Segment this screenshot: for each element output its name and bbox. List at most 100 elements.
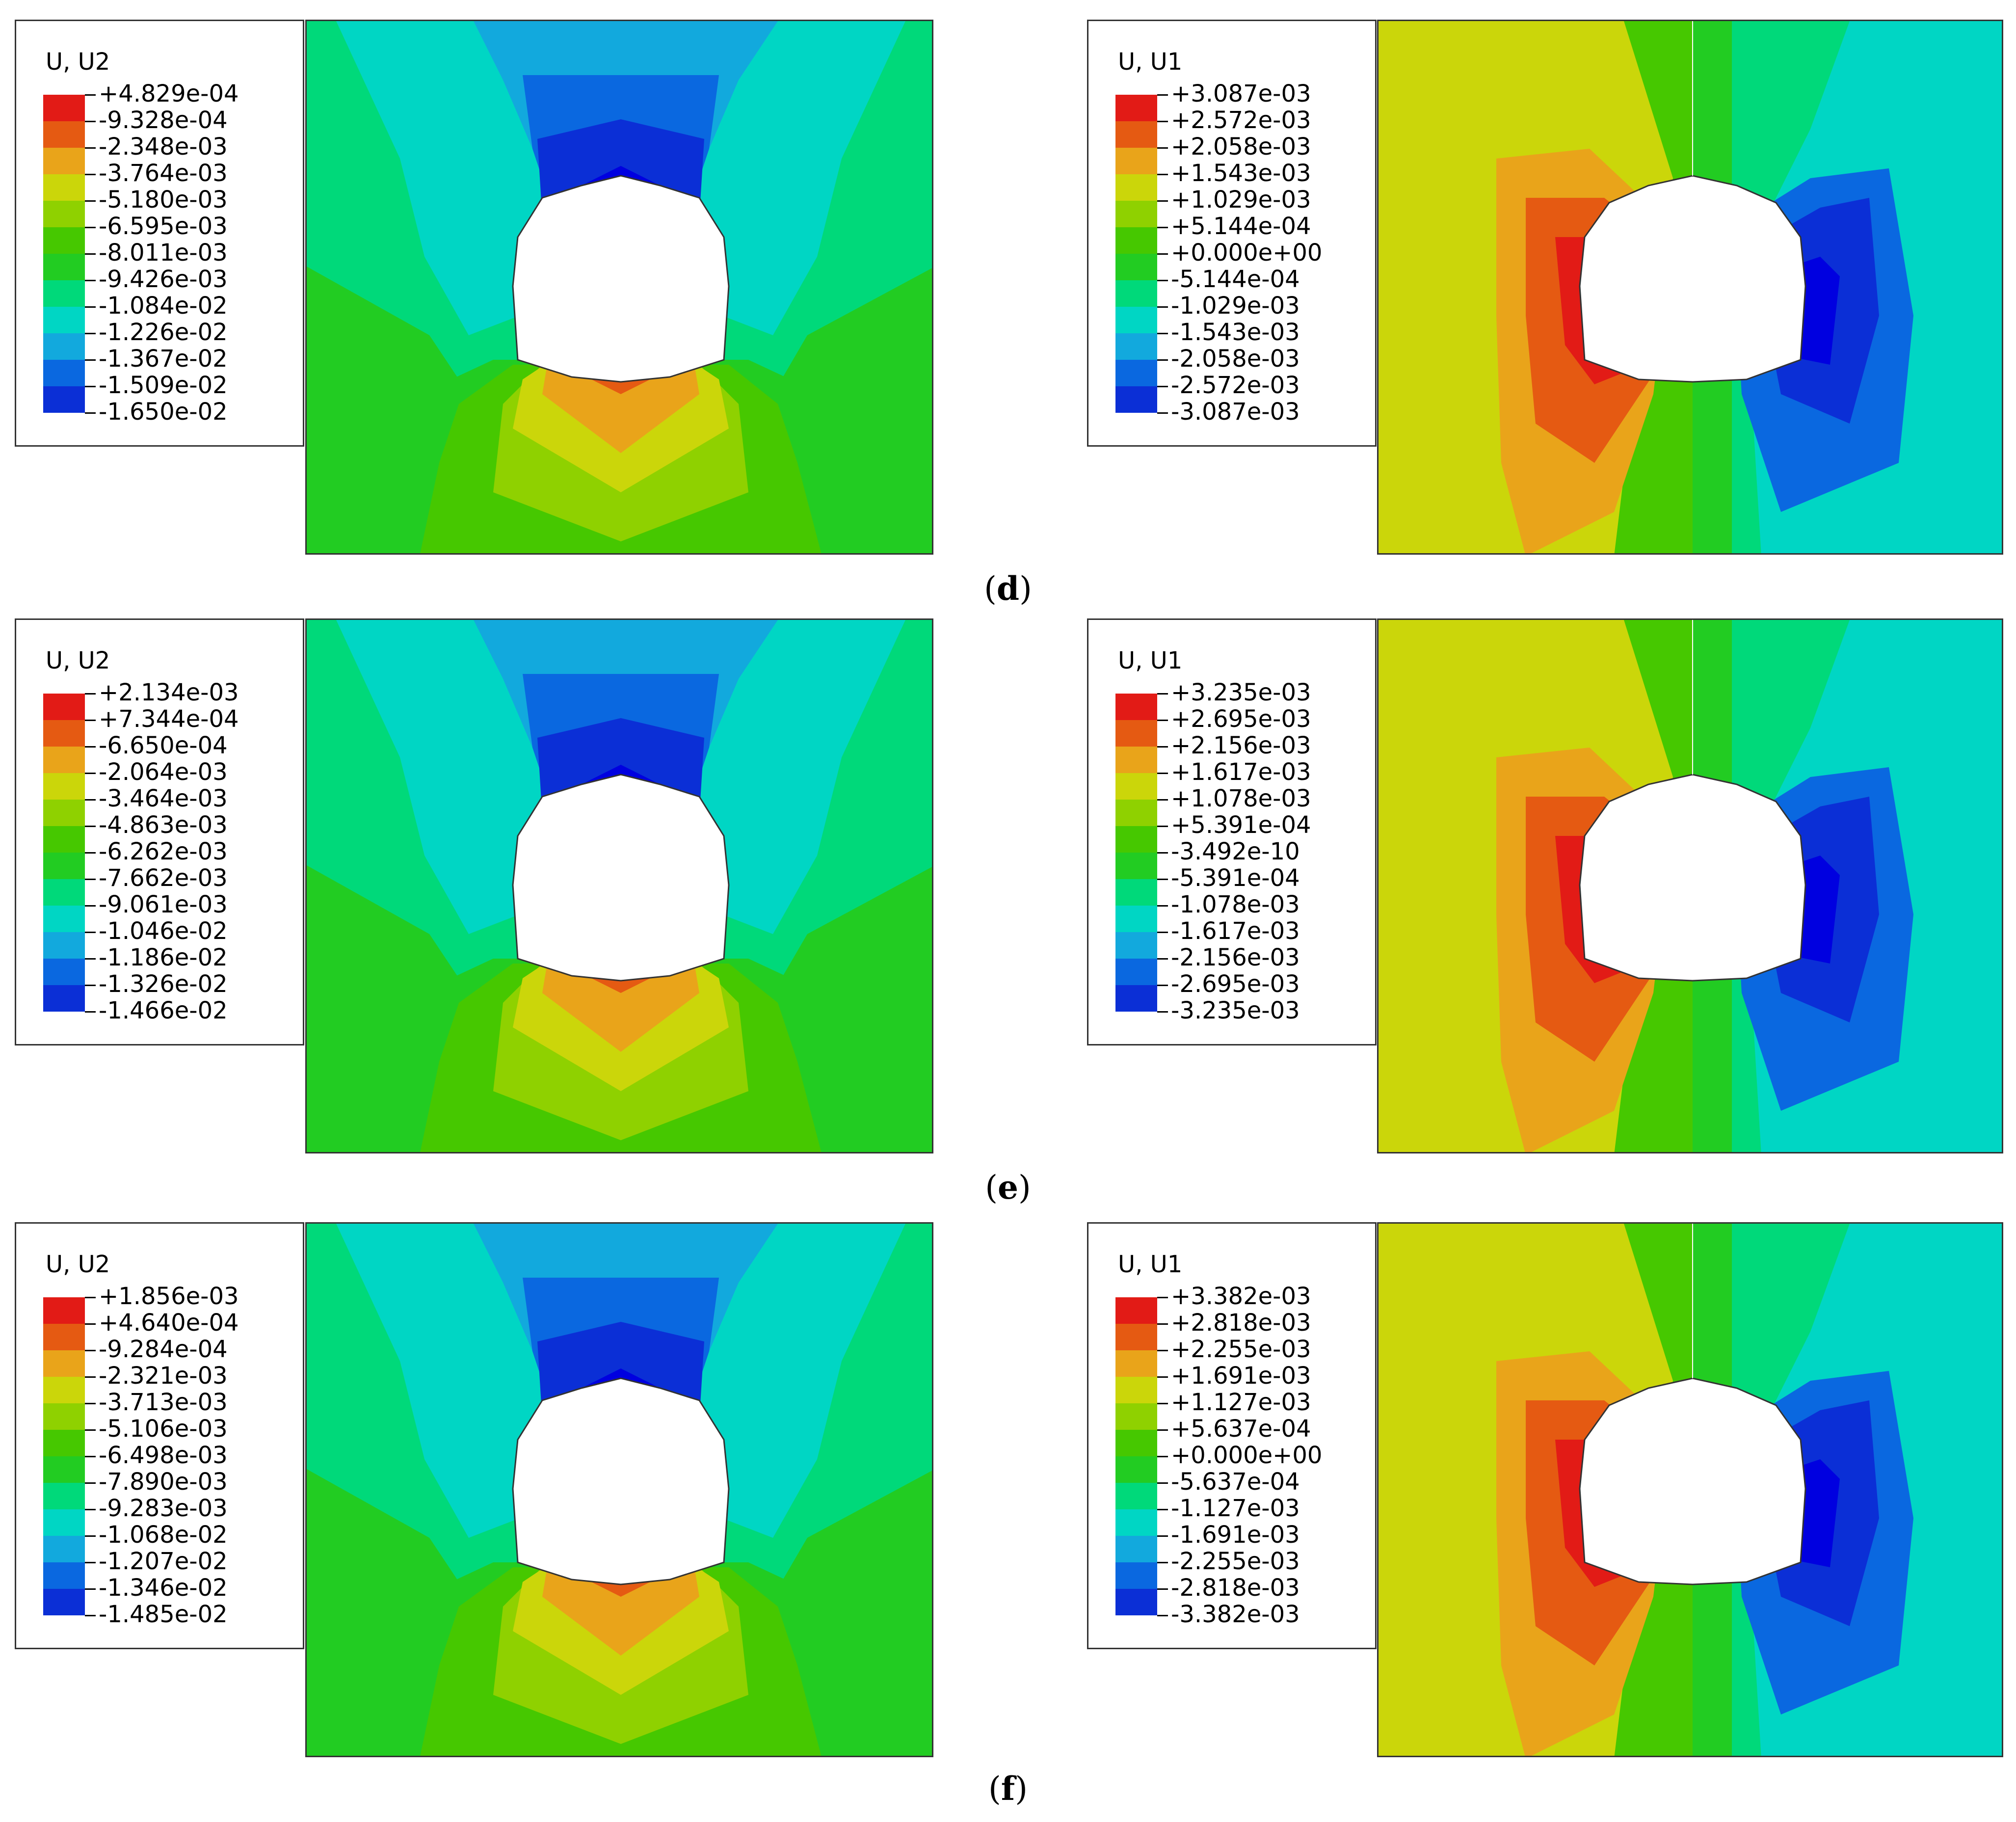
- legend-value-label: -1.226e-02: [99, 319, 228, 346]
- legend-value-label: +2.695e-03: [1171, 705, 1311, 733]
- legend-value-label: -1.207e-02: [99, 1548, 228, 1575]
- legend-tick: [85, 200, 96, 202]
- legend-value-label: -3.087e-03: [1171, 398, 1300, 426]
- legend-tick: [1157, 799, 1168, 801]
- legend-tick: [85, 746, 96, 748]
- legend-tick: [85, 799, 96, 801]
- legend-color-band: [1115, 1456, 1157, 1483]
- legend-value-label: -5.180e-03: [99, 186, 228, 214]
- legend-value-label: -6.498e-03: [99, 1442, 228, 1469]
- legend-title: U, U1: [1118, 48, 1183, 76]
- u1-contour-plot: [1377, 618, 2003, 1153]
- legend-value-label: -2.348e-03: [99, 133, 228, 161]
- contour-plot: [1379, 620, 2002, 1152]
- legend-u1: U, U1 +3.235e-03 +2.695e-03 +2.156e-03 +1.61…: [1087, 618, 1377, 1045]
- legend-tick: [85, 932, 96, 933]
- u2-contour-plot: [305, 20, 933, 555]
- legend-value-label: -2.572e-03: [1171, 372, 1300, 399]
- legend-color-band: [1115, 1536, 1157, 1562]
- u1-contour-plot: [1377, 20, 2003, 555]
- legend-tick: [85, 1011, 96, 1013]
- legend-tick: [85, 1429, 96, 1431]
- legend-value-label: -3.464e-03: [99, 785, 228, 812]
- legend-value-label: -5.106e-03: [99, 1415, 228, 1443]
- legend-color-band: [1115, 333, 1157, 360]
- legend-value-label: -9.061e-03: [99, 891, 228, 918]
- u2-contour-plot: [305, 618, 933, 1153]
- legend-color-band: [43, 95, 85, 121]
- legend-tick: [85, 1456, 96, 1457]
- legend-tick: [1157, 1562, 1168, 1563]
- u1-contour-plot: [1377, 1222, 2003, 1757]
- legend-tick: [1157, 386, 1168, 387]
- legend-value-label: -1.127e-03: [1171, 1495, 1300, 1522]
- legend-tick: [85, 1323, 96, 1325]
- legend-color-band: [43, 1562, 85, 1589]
- legend-tick: [1157, 1403, 1168, 1404]
- panel-caption: (e): [934, 1168, 1082, 1206]
- legend-value-label: +4.829e-04: [99, 80, 239, 107]
- legend-color-band: [1115, 280, 1157, 307]
- legend-value-label: +3.235e-03: [1171, 679, 1311, 706]
- legend-color-band: [43, 800, 85, 826]
- contour-region: [1732, 21, 1850, 553]
- legend-tick: [85, 1535, 96, 1537]
- legend-color-band: [43, 720, 85, 747]
- panel-caption: (d): [934, 569, 1082, 608]
- legend-value-label: -3.713e-03: [99, 1389, 228, 1416]
- legend-value-label: +2.134e-03: [99, 679, 239, 706]
- legend-color-band: [1115, 1430, 1157, 1456]
- legend-tick: [1157, 826, 1168, 827]
- legend-value-label: +0.000e+00: [1171, 1442, 1323, 1469]
- legend-tick: [1157, 1456, 1168, 1457]
- legend-color-band: [43, 121, 85, 148]
- legend-color-band: [43, 826, 85, 853]
- legend-tick: [85, 280, 96, 281]
- legend-color-band: [1115, 1483, 1157, 1509]
- legend-value-label: +1.617e-03: [1171, 758, 1311, 786]
- contour-region: [542, 1567, 699, 1656]
- legend-color-band: [1115, 360, 1157, 386]
- legend-color-band: [43, 1350, 85, 1377]
- legend-tick: [1157, 253, 1168, 255]
- legend-value-label: -1.186e-02: [99, 944, 228, 971]
- legend-tick: [1157, 412, 1168, 414]
- legend-color-band: [1115, 1297, 1157, 1324]
- tunnel-opening: [1579, 175, 1806, 383]
- contour-plot: [307, 21, 932, 553]
- legend-title: U, U1: [1118, 647, 1183, 674]
- legend-color-band: [1115, 95, 1157, 121]
- legend-color-band: [43, 254, 85, 280]
- legend-value-label: -7.662e-03: [99, 864, 228, 892]
- legend-value-label: -1.084e-02: [99, 292, 228, 320]
- legend-tick: [85, 1376, 96, 1378]
- legend-color-band: [1115, 985, 1157, 1012]
- legend-tick: [1157, 174, 1168, 175]
- legend-tick: [1157, 958, 1168, 960]
- legend-tick: [1157, 1323, 1168, 1325]
- legend-tick: [1157, 1429, 1168, 1431]
- legend-color-band: [43, 174, 85, 201]
- legend-tick: [85, 306, 96, 308]
- legend-color-band: [43, 386, 85, 413]
- legend-color-band: [1115, 879, 1157, 906]
- legend-tick: [1157, 693, 1168, 695]
- legend-color-band: [43, 1509, 85, 1536]
- caption-open: (: [985, 1169, 998, 1206]
- legend-value-label: -8.011e-03: [99, 239, 228, 267]
- legend-value-label: -3.764e-03: [99, 160, 228, 187]
- legend-color-band: [43, 959, 85, 985]
- legend-color-band: [1115, 694, 1157, 720]
- legend-tick: [85, 852, 96, 854]
- legend-tick: [1157, 94, 1168, 96]
- tunnel-opening: [1579, 1377, 1806, 1585]
- legend-value-label: +1.691e-03: [1171, 1362, 1311, 1390]
- caption-close: ): [1018, 1169, 1031, 1206]
- u2-contour-plot: [305, 1222, 933, 1757]
- legend-color-band: [43, 694, 85, 720]
- contour-plot: [307, 1224, 932, 1756]
- legend-tick: [1157, 932, 1168, 933]
- legend-color-band: [43, 333, 85, 360]
- legend-color-band: [1115, 386, 1157, 413]
- legend-color-band: [43, 1324, 85, 1350]
